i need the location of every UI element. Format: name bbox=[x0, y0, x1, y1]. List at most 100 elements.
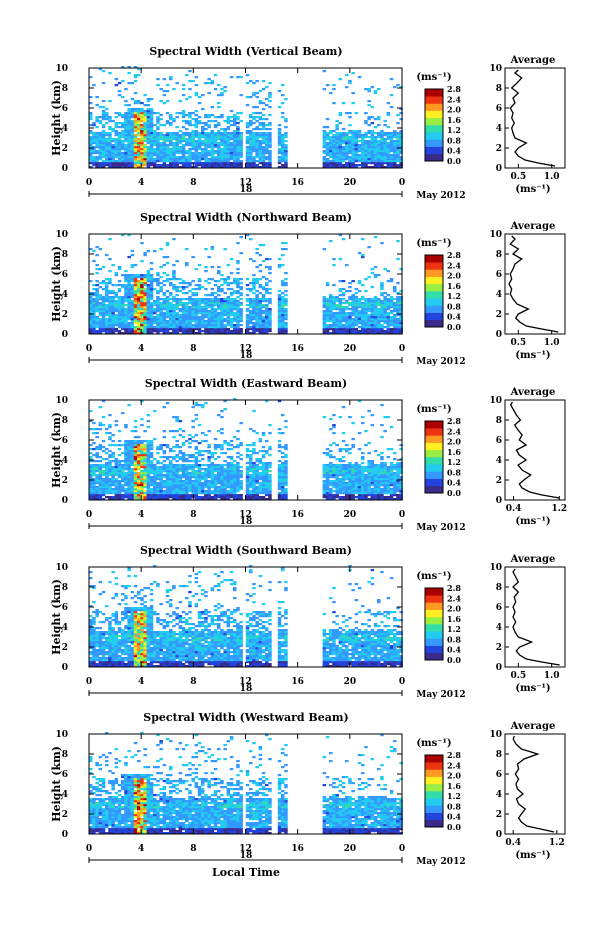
heatmap-cell bbox=[114, 124, 119, 127]
heatmap-cell bbox=[197, 492, 202, 495]
heatmap-cell bbox=[156, 328, 160, 331]
heatmap-cell bbox=[92, 498, 96, 501]
heatmap-cell bbox=[258, 148, 263, 151]
heatmap-cell bbox=[255, 138, 259, 141]
heatmap-cell bbox=[325, 316, 330, 319]
heatmap-cell bbox=[188, 160, 192, 163]
heatmap-cell bbox=[140, 332, 144, 335]
heatmap-cell bbox=[140, 142, 144, 145]
heatmap-cell bbox=[146, 474, 151, 477]
heatmap-cell bbox=[127, 464, 131, 467]
heatmap-cell bbox=[146, 110, 151, 113]
heatmap-cell bbox=[89, 498, 93, 501]
heatmap-cell bbox=[105, 482, 109, 485]
heatmap-cell bbox=[98, 138, 103, 141]
heatmap-cell bbox=[140, 166, 144, 169]
heatmap-cell bbox=[236, 148, 240, 151]
heatmap-cell bbox=[185, 74, 189, 77]
heatmap-cell bbox=[95, 166, 99, 169]
heatmap-cell bbox=[108, 480, 112, 483]
heatmap-cell bbox=[255, 146, 259, 149]
heatmap-cell bbox=[105, 160, 109, 163]
heatmap-cell bbox=[149, 330, 154, 333]
heatmap-cell bbox=[383, 140, 387, 143]
heatmap-cell bbox=[252, 306, 256, 309]
heatmap-cell bbox=[261, 154, 266, 157]
heatmap-cell bbox=[146, 306, 151, 309]
heatmap-cell bbox=[277, 306, 282, 309]
heatmap-cell bbox=[121, 444, 125, 447]
heatmap-cell bbox=[89, 318, 93, 321]
heatmap-cell bbox=[207, 152, 211, 155]
heatmap-cell bbox=[194, 460, 199, 463]
heatmap-cell bbox=[114, 480, 119, 483]
heatmap-cell bbox=[373, 300, 378, 303]
heatmap-cell bbox=[149, 114, 154, 117]
heatmap-cell bbox=[124, 284, 128, 287]
heatmap-cell bbox=[172, 324, 176, 327]
heatmap-cell bbox=[233, 312, 237, 315]
heatmap-cell bbox=[281, 144, 285, 147]
heatmap-cell bbox=[367, 140, 371, 143]
heatmap-cell bbox=[223, 156, 227, 159]
heatmap-cell bbox=[245, 322, 250, 325]
heatmap-cell bbox=[335, 124, 339, 127]
heatmap-cell bbox=[127, 284, 131, 287]
heatmap-cell bbox=[265, 156, 269, 159]
heatmap-cell bbox=[101, 326, 106, 329]
heatmap-cell bbox=[127, 476, 131, 479]
heatmap-cell bbox=[261, 164, 266, 167]
heatmap-cell bbox=[197, 328, 202, 331]
heatmap-cell bbox=[201, 432, 205, 435]
heatmap-cell bbox=[172, 144, 176, 147]
heatmap-cell bbox=[185, 490, 189, 493]
heatmap-cell bbox=[159, 474, 163, 477]
heatmap-cell bbox=[156, 280, 160, 283]
heatmap-cell bbox=[117, 498, 122, 501]
heatmap-cell bbox=[261, 126, 266, 129]
heatmap-cell bbox=[169, 158, 173, 161]
heatmap-cell bbox=[188, 498, 192, 501]
heatmap-cell bbox=[149, 120, 154, 123]
heatmap-cell bbox=[124, 166, 128, 169]
panel-title: Spectral Width (Vertical Beam) bbox=[149, 45, 342, 58]
heatmap-cell bbox=[197, 158, 202, 161]
heatmap-cell bbox=[345, 154, 349, 157]
heatmap-cell bbox=[137, 462, 141, 465]
heatmap-cell bbox=[130, 158, 135, 161]
heatmap-cell bbox=[92, 468, 96, 471]
y-axis-label: Height (km) bbox=[50, 80, 63, 156]
heatmap-cell bbox=[210, 332, 215, 335]
heatmap-cell bbox=[108, 300, 112, 303]
heatmap-cell bbox=[380, 332, 384, 335]
heatmap-cell bbox=[98, 268, 103, 271]
y-tick-label: 6 bbox=[62, 270, 68, 280]
heatmap-cell bbox=[108, 270, 112, 273]
heatmap-cell bbox=[223, 332, 227, 335]
heatmap-cell bbox=[252, 132, 256, 135]
heatmap-cell bbox=[233, 166, 237, 169]
heatmap-cell bbox=[351, 306, 355, 309]
heatmap-cell bbox=[162, 452, 167, 455]
heatmap-cell bbox=[361, 150, 365, 153]
heatmap-cell bbox=[137, 444, 141, 447]
heatmap-cell bbox=[114, 148, 119, 151]
heatmap-cell bbox=[389, 310, 394, 313]
heatmap-cell bbox=[245, 234, 250, 237]
heatmap-cell bbox=[149, 332, 154, 335]
heatmap-cell bbox=[383, 150, 387, 153]
heatmap-cell bbox=[137, 302, 141, 305]
heatmap-cell bbox=[175, 278, 179, 281]
heatmap-cell bbox=[92, 146, 96, 149]
heatmap-cell bbox=[332, 306, 336, 309]
heatmap-cell bbox=[130, 312, 135, 315]
colorbar-swatch bbox=[425, 132, 443, 140]
heatmap-cell bbox=[367, 132, 371, 135]
heatmap-cell bbox=[108, 498, 112, 501]
heatmap-cell bbox=[268, 128, 272, 131]
heatmap-cell bbox=[351, 296, 355, 299]
heatmap-cell bbox=[223, 160, 227, 163]
heatmap-cell bbox=[140, 294, 144, 297]
heatmap-cell bbox=[140, 400, 144, 403]
heatmap-cell bbox=[159, 490, 163, 493]
